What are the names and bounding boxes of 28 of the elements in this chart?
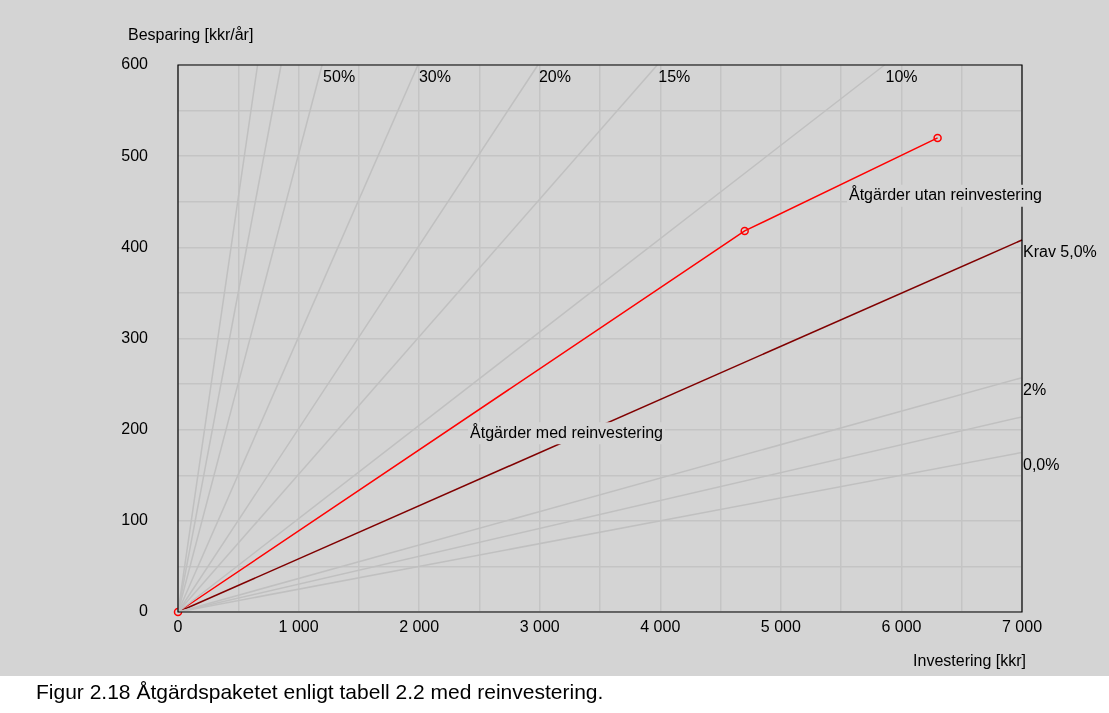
y-tick-label: 400: [121, 237, 149, 255]
x-tick-label: 2 000: [399, 618, 440, 636]
y-tick-label: 0: [139, 602, 149, 620]
y-axis-title: Besparing [kkr/år]: [128, 26, 254, 44]
y-tick-label: 100: [121, 511, 149, 529]
series-label: Krav 5,0%: [1023, 243, 1097, 261]
x-tick-label: 1 000: [278, 618, 319, 636]
x-tick-label: 5 000: [760, 618, 801, 636]
y-tick-label: 300: [121, 328, 149, 346]
y-tick-label: 500: [121, 146, 149, 164]
x-tick-label: 3 000: [519, 618, 560, 636]
series-label: 50%: [323, 68, 356, 86]
series-label: 10%: [885, 68, 918, 86]
series-label: 20%: [538, 68, 571, 86]
y-tick-label: 200: [121, 420, 149, 438]
series-label: 30%: [418, 68, 451, 86]
x-tick-label: 0: [173, 618, 183, 636]
annotation: Åtgärder utan reinvestering: [848, 185, 1042, 204]
series-label: 2%: [1023, 381, 1047, 399]
x-tick-label: 4 000: [640, 618, 681, 636]
text: Figur 2.18 Åtgärdspaketet enligt tabell 2.2 med reinvestering.: [36, 680, 604, 704]
x-tick-label: 6 000: [881, 618, 922, 636]
y-tick-label: 600: [121, 55, 149, 73]
series-label: 15%: [658, 68, 691, 86]
x-axis-title: Investering [kkr]: [913, 652, 1026, 670]
x-tick-label: 7 000: [1001, 618, 1043, 636]
series-label: 0,0%: [1023, 455, 1060, 473]
annotation: Åtgärder med reinvestering: [470, 422, 664, 441]
